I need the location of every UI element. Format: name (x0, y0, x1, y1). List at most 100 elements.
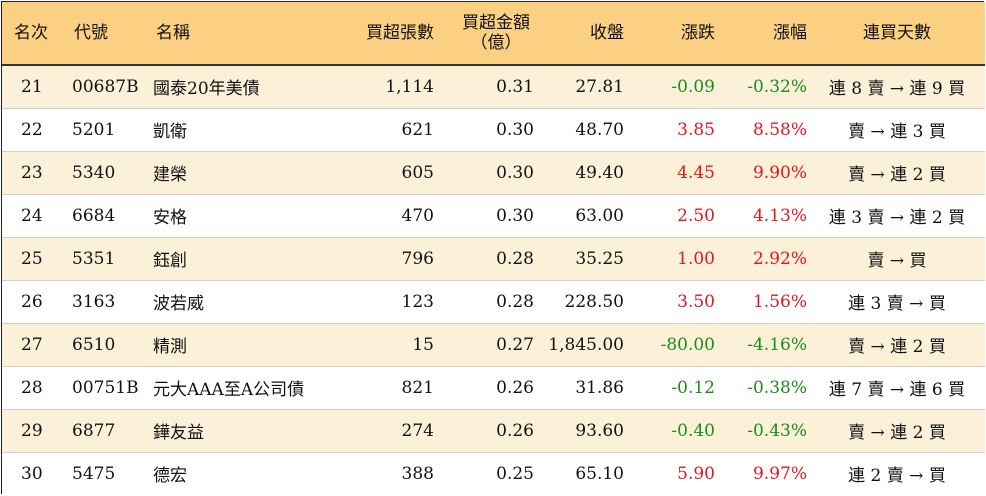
cell-close: 27.81 (536, 65, 626, 109)
cell-code: 5201 (64, 108, 142, 152)
cell-close: 93.60 (536, 409, 626, 453)
cell-streak: 連 8 賣 → 連 9 買 (809, 65, 985, 109)
cell-code: 5340 (64, 151, 142, 195)
header-net-amount-line1: 買超金額 (462, 13, 530, 33)
table-row: 27 6510 精測 15 0.27 1,845.00 -80.00 -4.16… (2, 323, 985, 367)
cell-streak: 賣 → 連 3 買 (809, 108, 985, 152)
header-name: 名稱 (142, 2, 330, 66)
cell-close: 65.10 (575, 463, 624, 484)
cell-close: 48.70 (536, 108, 626, 152)
header-streak: 連買天數 (809, 2, 985, 66)
cell-change-pct: -0.32% (717, 65, 809, 109)
table-row: 26 3163 波若威 123 0.28 228.50 3.50 1.56% 連… (2, 280, 985, 324)
cell-name: 德宏 (153, 466, 187, 487)
cell-close: 63.00 (536, 194, 626, 238)
cell-name: 精測 (142, 323, 330, 367)
cell-streak: 連 3 賣 → 買 (809, 280, 985, 324)
cell-net-lots: 1,114 (330, 65, 436, 109)
cell-net-lots: 821 (330, 366, 436, 410)
cell-close: 1,845.00 (536, 323, 626, 367)
header-rank: 名次 (2, 2, 64, 66)
cell-net-lots: 274 (330, 409, 436, 453)
header-change-pct: 漲幅 (717, 2, 809, 66)
cell-name: 鏵友益 (142, 409, 330, 453)
cell-net-amount: 0.30 (436, 194, 536, 238)
cell-name: 安格 (142, 194, 330, 238)
cell-change-pct: -0.38% (717, 366, 809, 410)
table-row: 22 5201 凱衛 621 0.30 48.70 3.85 8.58% 賣 →… (2, 108, 985, 152)
cell-close: 228.50 (536, 280, 626, 324)
cell-change-pct: 2.92% (717, 237, 809, 281)
header-net-lots: 買超張數 (330, 2, 436, 66)
cell-change: 4.45 (626, 151, 717, 195)
cell-code: 6877 (64, 409, 142, 453)
cell-net-amount: 0.26 (436, 366, 536, 410)
cell-change: -0.09 (626, 65, 717, 109)
cell-change-pct: 9.90% (717, 151, 809, 195)
table-row: 29 6877 鏵友益 274 0.26 93.60 -0.40 -0.43% … (2, 409, 985, 453)
cell-change: 2.50 (626, 194, 717, 238)
cell-code: 6684 (64, 194, 142, 238)
cell-net-lots: 605 (330, 151, 436, 195)
cell-streak: 連 3 賣 → 連 2 買 (809, 194, 985, 238)
cell-net-amount: 0.28 (436, 237, 536, 281)
cell-rank: 22 (2, 108, 64, 152)
cell-code: 00751B (64, 366, 142, 410)
cell-streak: 連 7 賣 → 連 6 買 (809, 366, 985, 410)
cell-code: 5475 (72, 463, 116, 484)
table-row: 30 5475 德宏 388 0.25 65.10 5.90 9.97% 連 2… (2, 452, 985, 495)
cell-streak: 連 2 賣 → 買 (848, 466, 946, 487)
cell-rank: 28 (2, 366, 64, 410)
header-code: 代號 (64, 2, 142, 66)
cell-change: 3.50 (626, 280, 717, 324)
cell-net-amount: 0.26 (436, 409, 536, 453)
cell-change-pct: 8.58% (717, 108, 809, 152)
cell-streak: 賣 → 連 2 買 (809, 409, 985, 453)
cell-change: 1.00 (626, 237, 717, 281)
cell-net-lots: 123 (330, 280, 436, 324)
cell-name: 波若威 (142, 280, 330, 324)
cell-rank: 29 (2, 409, 64, 453)
cell-net-amount: 0.30 (436, 151, 536, 195)
cell-name: 元大AAA至A公司債 (142, 366, 330, 410)
cell-name: 鈺創 (142, 237, 330, 281)
cell-rank: 30 (21, 463, 43, 484)
cell-change: -0.12 (626, 366, 717, 410)
header-net-amount-line2: （億） (470, 33, 522, 53)
cell-rank: 26 (2, 280, 64, 324)
cell-change-pct: 4.13% (717, 194, 809, 238)
cell-change: -0.40 (626, 409, 717, 453)
cell-streak: 賣 → 連 2 買 (809, 151, 985, 195)
cell-name: 建榮 (142, 151, 330, 195)
table-row: 24 6684 安格 470 0.30 63.00 2.50 4.13% 連 3… (2, 194, 985, 238)
cell-streak: 賣 → 買 (809, 237, 985, 281)
cell-net-amount: 0.31 (436, 65, 536, 109)
table-row: 23 5340 建榮 605 0.30 49.40 4.45 9.90% 賣 →… (2, 151, 985, 195)
cell-streak: 賣 → 連 2 買 (809, 323, 985, 367)
cell-net-lots: 470 (330, 194, 436, 238)
header-change: 漲跌 (626, 2, 717, 66)
cell-close: 49.40 (536, 151, 626, 195)
header-net-amount: 買超金額 （億） (436, 2, 536, 66)
cell-change-pct: 1.56% (717, 280, 809, 324)
cell-net-amount: 0.30 (436, 108, 536, 152)
cell-code: 3163 (64, 280, 142, 324)
cell-name: 凱衛 (142, 108, 330, 152)
cell-rank: 27 (2, 323, 64, 367)
cell-net-amount: 0.27 (436, 323, 536, 367)
table-row: 25 5351 鈺創 796 0.28 35.25 1.00 2.92% 賣 →… (2, 237, 985, 281)
cell-code: 6510 (64, 323, 142, 367)
cell-close: 31.86 (536, 366, 626, 410)
cell-net-amount: 0.28 (436, 280, 536, 324)
cell-rank: 23 (2, 151, 64, 195)
cell-change: 5.90 (677, 463, 715, 484)
cell-code: 00687B (64, 65, 142, 109)
cell-net-amount: 0.25 (496, 463, 534, 484)
cell-net-lots: 388 (401, 463, 434, 484)
cell-change: 3.85 (626, 108, 717, 152)
cell-rank: 24 (2, 194, 64, 238)
cell-change: -80.00 (626, 323, 717, 367)
cell-net-lots: 621 (330, 108, 436, 152)
